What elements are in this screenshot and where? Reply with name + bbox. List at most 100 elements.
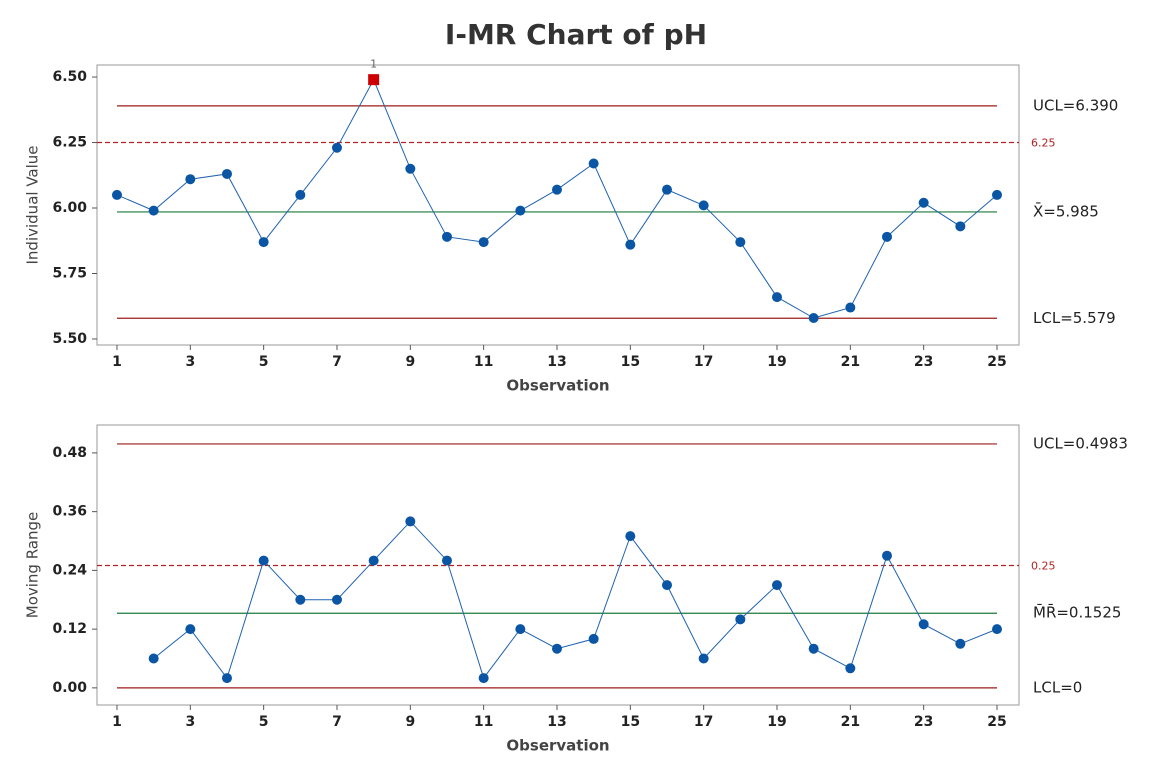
x-tick-label: 1 xyxy=(112,354,122,370)
x-tick-label: 9 xyxy=(405,354,415,370)
control-label: UCL=6.390 xyxy=(1033,96,1118,114)
x-axis-title: Observation xyxy=(506,737,609,755)
data-point xyxy=(918,619,929,630)
x-tick-label: 13 xyxy=(547,714,566,730)
data-point xyxy=(441,231,452,242)
data-point xyxy=(478,673,489,684)
data-point xyxy=(515,205,526,216)
data-point xyxy=(441,555,452,566)
data-point xyxy=(991,624,1002,635)
data-point xyxy=(808,643,819,654)
data-point xyxy=(625,239,636,250)
x-tick-label: 1 xyxy=(112,714,122,730)
y-axis-title: Moving Range xyxy=(24,512,42,619)
data-point xyxy=(258,237,269,248)
data-point xyxy=(698,653,709,664)
data-point xyxy=(918,197,929,208)
x-tick-label: 17 xyxy=(694,354,713,370)
data-point xyxy=(221,673,232,684)
data-point xyxy=(551,184,562,195)
data-point xyxy=(148,205,159,216)
x-tick-label: 7 xyxy=(332,714,342,730)
data-point xyxy=(405,516,416,527)
y-tick-label: 0.00 xyxy=(52,680,87,696)
data-point xyxy=(588,158,599,169)
data-point xyxy=(515,624,526,635)
x-axis-title: Observation xyxy=(506,377,609,395)
y-axis-title: Individual Value xyxy=(24,145,42,264)
x-tick-label: 23 xyxy=(914,354,933,370)
data-point xyxy=(771,292,782,303)
x-tick-label: 19 xyxy=(767,714,786,730)
data-point xyxy=(295,594,306,605)
x-tick-label: 7 xyxy=(332,354,342,370)
y-tick-label: 6.00 xyxy=(52,200,87,216)
data-point xyxy=(185,174,196,185)
x-tick-label: 9 xyxy=(405,714,415,730)
plot-frame xyxy=(96,64,1020,346)
x-tick-label: 19 xyxy=(767,354,786,370)
data-point xyxy=(991,189,1002,200)
x-tick-label: 3 xyxy=(185,354,195,370)
y-tick-label: 0.48 xyxy=(52,445,87,461)
reference-label: 6.25 xyxy=(1031,137,1056,150)
test-flag: 1 xyxy=(370,58,377,71)
x-tick-label: 25 xyxy=(987,354,1006,370)
data-point xyxy=(551,643,562,654)
data-point xyxy=(331,142,342,153)
y-tick-label: 0.24 xyxy=(52,562,87,578)
data-point xyxy=(295,189,306,200)
reference-label: 0.25 xyxy=(1031,559,1056,572)
data-point xyxy=(661,580,672,591)
x-tick-label: 23 xyxy=(914,714,933,730)
data-point xyxy=(331,594,342,605)
x-tick-label: 3 xyxy=(185,714,195,730)
chart-title: I-MR Chart of pH xyxy=(445,18,707,51)
data-point xyxy=(881,550,892,561)
data-point xyxy=(698,200,709,211)
x-tick-label: 21 xyxy=(841,714,860,730)
x-tick-label: 13 xyxy=(547,354,566,370)
data-point xyxy=(881,231,892,242)
data-point xyxy=(588,633,599,644)
data-point xyxy=(625,531,636,542)
y-tick-label: 6.50 xyxy=(52,69,87,85)
x-tick-label: 11 xyxy=(474,714,493,730)
x-tick-label: 17 xyxy=(694,714,713,730)
y-tick-label: 5.50 xyxy=(52,331,87,347)
data-point xyxy=(771,580,782,591)
x-tick-label: 21 xyxy=(841,354,860,370)
y-tick-label: 0.36 xyxy=(52,504,87,520)
data-point xyxy=(148,653,159,664)
control-label: X̄=5.985 xyxy=(1033,202,1099,221)
control-label: UCL=0.4983 xyxy=(1033,434,1128,452)
y-tick-label: 6.25 xyxy=(52,135,87,151)
data-point xyxy=(368,555,379,566)
x-tick-label: 15 xyxy=(621,354,640,370)
data-point xyxy=(845,663,856,674)
data-point xyxy=(845,302,856,313)
series-line xyxy=(153,520,998,680)
data-point xyxy=(808,313,819,324)
data-point xyxy=(111,189,122,200)
x-tick-label: 15 xyxy=(621,714,640,730)
control-label: M̄R̄=0.1525 xyxy=(1033,603,1121,622)
data-point xyxy=(661,184,672,195)
data-point xyxy=(258,555,269,566)
flagged-point xyxy=(368,74,380,86)
data-point xyxy=(955,638,966,649)
data-point xyxy=(735,237,746,248)
x-tick-label: 25 xyxy=(987,714,1006,730)
x-tick-label: 11 xyxy=(474,354,493,370)
x-tick-label: 5 xyxy=(259,354,269,370)
x-tick-label: 5 xyxy=(259,714,269,730)
data-point xyxy=(221,168,232,179)
control-label: LCL=0 xyxy=(1033,678,1082,696)
data-point xyxy=(405,163,416,174)
data-point xyxy=(955,221,966,232)
data-point xyxy=(185,624,196,635)
data-point xyxy=(735,614,746,625)
control-label: LCL=5.579 xyxy=(1033,309,1116,327)
y-tick-label: 5.75 xyxy=(52,265,87,281)
